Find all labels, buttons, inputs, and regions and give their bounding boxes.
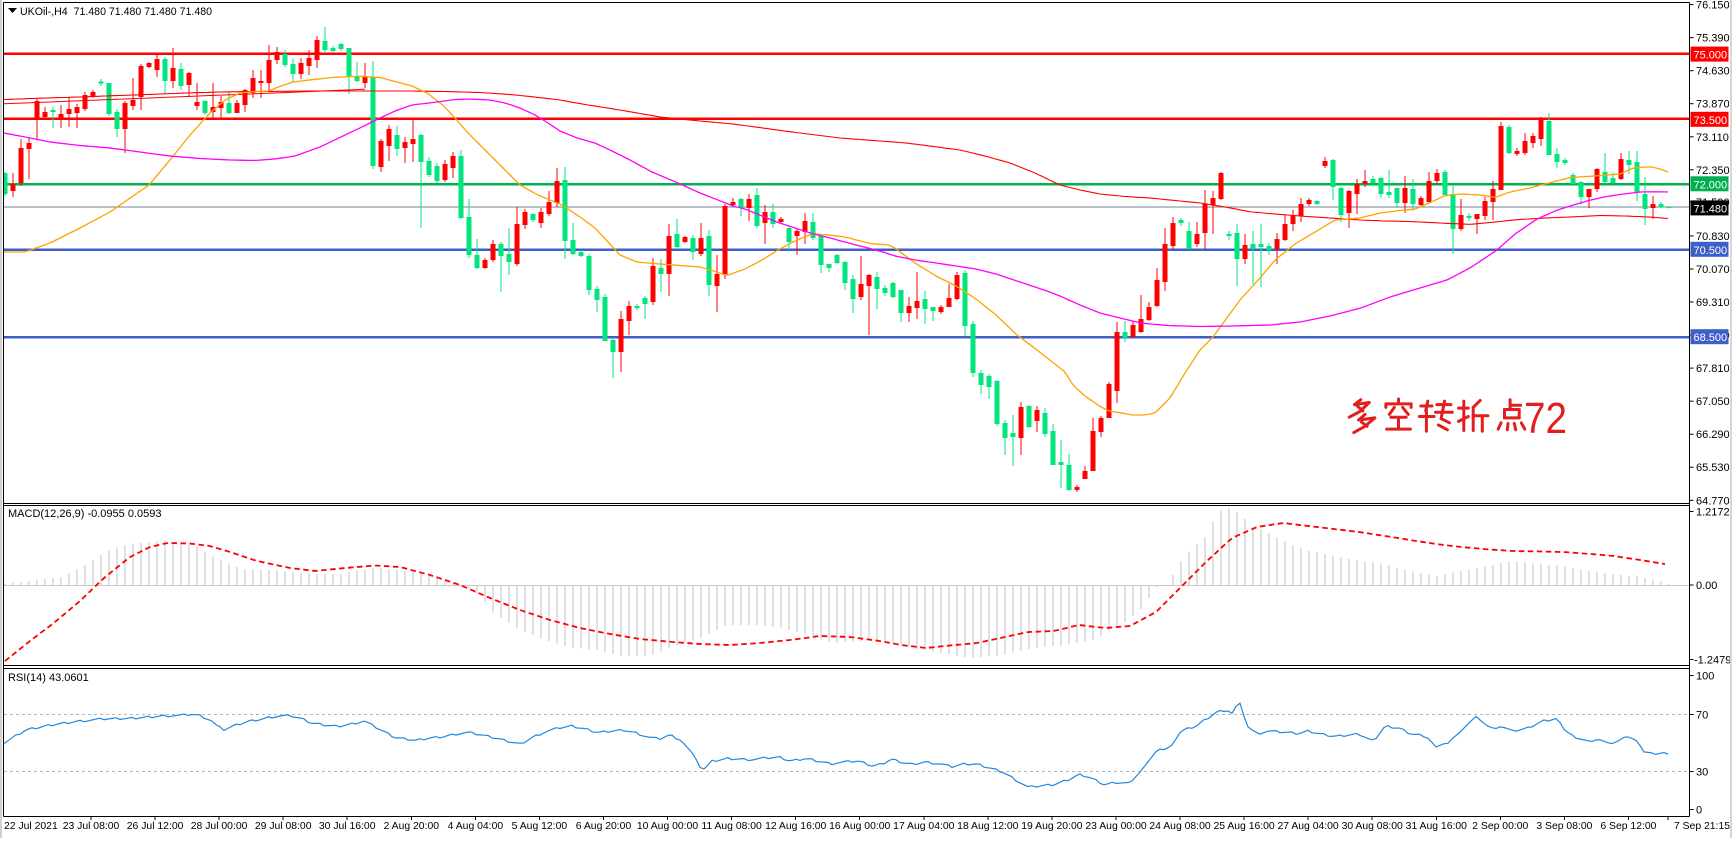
svg-text:74.630: 74.630 (1696, 66, 1730, 78)
svg-text:23 Aug 00:00: 23 Aug 00:00 (1085, 821, 1146, 832)
svg-text:73.870: 73.870 (1696, 99, 1730, 111)
svg-text:68.500: 68.500 (1694, 332, 1728, 344)
svg-text:28 Jul 00:00: 28 Jul 00:00 (191, 821, 248, 832)
svg-text:25 Aug 16:00: 25 Aug 16:00 (1213, 821, 1274, 832)
svg-text:6 Sep 12:00: 6 Sep 12:00 (1600, 821, 1656, 832)
svg-text:31 Aug 16:00: 31 Aug 16:00 (1406, 821, 1467, 832)
svg-text:18 Aug 12:00: 18 Aug 12:00 (957, 821, 1018, 832)
svg-text:MACD(12,26,9) -0.0955 0.0593: MACD(12,26,9) -0.0955 0.0593 (8, 508, 161, 520)
svg-text:19 Aug 20:00: 19 Aug 20:00 (1021, 821, 1082, 832)
svg-text:-1.2479: -1.2479 (1694, 655, 1731, 667)
svg-text:72.000: 72.000 (1694, 179, 1728, 191)
svg-text:5 Aug 12:00: 5 Aug 12:00 (512, 821, 568, 832)
svg-text:67.810: 67.810 (1696, 363, 1730, 375)
svg-text:UKOil-,H4 71.480 71.480 71.48: UKOil-,H4 71.480 71.480 71.480 71.480 (20, 6, 212, 18)
svg-text:70: 70 (1696, 710, 1708, 722)
svg-text:2 Aug 20:00: 2 Aug 20:00 (384, 821, 440, 832)
svg-text:24 Aug 08:00: 24 Aug 08:00 (1149, 821, 1210, 832)
svg-text:70.500: 70.500 (1694, 245, 1728, 257)
svg-text:69.310: 69.310 (1696, 297, 1730, 309)
svg-text:30 Aug 08:00: 30 Aug 08:00 (1342, 821, 1403, 832)
svg-text:4 Aug 04:00: 4 Aug 04:00 (448, 821, 504, 832)
svg-text:23 Jul 08:00: 23 Jul 08:00 (63, 821, 120, 832)
svg-text:64.770: 64.770 (1696, 495, 1730, 507)
svg-text:70.070: 70.070 (1696, 264, 1730, 276)
svg-text:75.390: 75.390 (1696, 33, 1730, 45)
svg-text:16 Aug 00:00: 16 Aug 00:00 (829, 821, 890, 832)
svg-text:6 Aug 20:00: 6 Aug 20:00 (576, 821, 632, 832)
svg-text:22 Jul 2021: 22 Jul 2021 (4, 821, 58, 832)
svg-text:30 Jul 16:00: 30 Jul 16:00 (319, 821, 376, 832)
svg-text:RSI(14) 43.0601: RSI(14) 43.0601 (8, 672, 89, 684)
svg-text:70.830: 70.830 (1696, 231, 1730, 243)
svg-text:73.110: 73.110 (1696, 132, 1729, 144)
svg-text:0.00: 0.00 (1696, 580, 1717, 592)
svg-text:75.000: 75.000 (1694, 50, 1728, 62)
svg-text:72.350: 72.350 (1696, 165, 1730, 177)
svg-text:27 Aug 04:00: 27 Aug 04:00 (1277, 821, 1338, 832)
svg-text:100: 100 (1696, 671, 1714, 683)
svg-text:7 Sep 21:15: 7 Sep 21:15 (1674, 821, 1730, 832)
svg-text:26 Jul 12:00: 26 Jul 12:00 (127, 821, 184, 832)
svg-text:66.290: 66.290 (1696, 429, 1730, 441)
svg-text:73.500: 73.500 (1694, 115, 1728, 127)
svg-text:2 Sep 00:00: 2 Sep 00:00 (1472, 821, 1528, 832)
svg-text:17 Aug 04:00: 17 Aug 04:00 (893, 821, 954, 832)
svg-text:29 Jul 08:00: 29 Jul 08:00 (255, 821, 312, 832)
svg-text:72: 72 (1524, 394, 1567, 443)
svg-text:1.2172: 1.2172 (1696, 507, 1730, 519)
svg-text:10 Aug 00:00: 10 Aug 00:00 (637, 821, 698, 832)
svg-text:76.150: 76.150 (1696, 0, 1730, 12)
svg-text:11 Aug 08:00: 11 Aug 08:00 (701, 821, 762, 832)
svg-text:71.480: 71.480 (1694, 203, 1728, 215)
svg-text:67.050: 67.050 (1696, 396, 1730, 408)
svg-text:12 Aug 16:00: 12 Aug 16:00 (765, 821, 826, 832)
svg-text:0: 0 (1696, 805, 1702, 817)
svg-text:65.530: 65.530 (1696, 462, 1730, 474)
svg-text:3 Sep 08:00: 3 Sep 08:00 (1536, 821, 1592, 832)
svg-text:30: 30 (1696, 767, 1708, 779)
